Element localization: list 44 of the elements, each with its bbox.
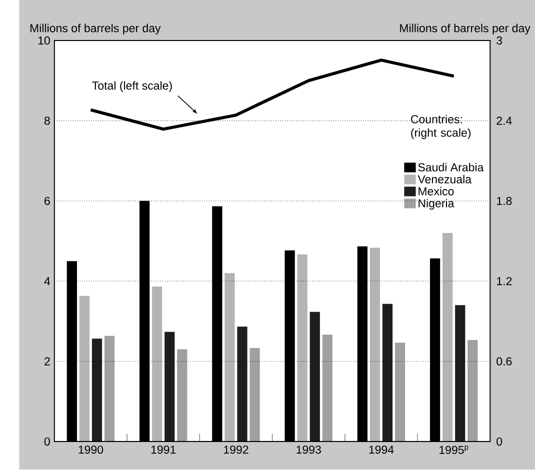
bar (394, 342, 406, 442)
x-tick-label: 1994 (369, 446, 394, 454)
bar (224, 273, 235, 442)
legend-label: Nigeria (418, 199, 454, 210)
y2-tick-label: 2.4 (496, 116, 512, 125)
y-tick-label: 2 (44, 358, 50, 366)
y-tick-label: 8 (44, 116, 50, 126)
x-tick-label: 1993 (296, 446, 321, 454)
bar (250, 348, 260, 442)
bar (177, 350, 188, 442)
bar (79, 296, 90, 442)
x-tick-label: 1992 (224, 446, 248, 454)
legend-label: Mexico (418, 187, 454, 196)
legend-label: Saudi Arabia (418, 163, 484, 172)
y-tick-label: 4 (44, 277, 50, 286)
series-label: Total (left scale) (92, 81, 172, 92)
legend-title: Countries: (right scale) (411, 115, 471, 140)
bar (468, 340, 478, 442)
bar (382, 304, 393, 442)
y-tick-label: 6 (44, 197, 50, 206)
bar (152, 286, 162, 442)
bar (297, 254, 308, 442)
bar (322, 334, 332, 442)
bar (310, 312, 320, 442)
bar (455, 305, 466, 442)
bar (370, 248, 380, 442)
y-axis-title: Millions of barrels per day (30, 24, 161, 35)
y2-axis-title: Millions of barrels per day (400, 24, 530, 35)
x-tick-label: 1991 (151, 446, 176, 454)
x-tick-label: 1990 (78, 446, 104, 454)
y-tick-label: 10 (38, 36, 50, 45)
y2-tick-label: 1.2 (497, 277, 512, 286)
y-tick-label: 0 (44, 438, 50, 446)
bar (442, 233, 453, 442)
y2-tick-label: 0 (496, 438, 502, 446)
legend-label: Venezuala (418, 175, 472, 184)
x-tick-label: 1995$^{p}$ (440, 446, 468, 454)
y2-tick-label: 0.6 (496, 358, 512, 366)
y2-tick-label: 1.8 (497, 197, 512, 206)
bar (92, 338, 102, 442)
y2-tick-label: 3 (496, 36, 502, 45)
bar (237, 326, 248, 442)
bar (104, 336, 115, 442)
bar (164, 332, 175, 442)
